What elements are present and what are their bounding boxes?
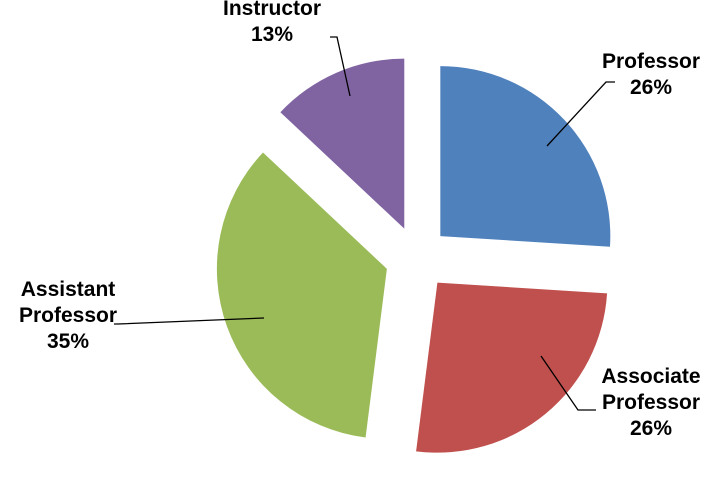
data-label-assistant-professor: Assistant Professor 35% — [19, 278, 117, 353]
leader-line-assistant-professor — [114, 317, 265, 325]
leader-line-associate-professor — [540, 355, 596, 411]
pie-slice-instructor — [280, 58, 405, 229]
data-labels: Professor 26% Associate Professor 26% Assista… — [19, 0, 701, 440]
pie-slice-assistant-professor — [216, 152, 387, 438]
leader-line-instructor — [330, 36, 351, 97]
data-label-instructor: Instructor 13% — [223, 0, 321, 46]
data-label-professor: Professor 26% — [602, 50, 700, 99]
pie-slice-professor — [440, 66, 611, 247]
leader-lines — [114, 36, 615, 411]
leader-line-professor — [546, 81, 615, 147]
pie-slices — [216, 58, 611, 453]
pie-slice-associate-professor — [416, 282, 608, 453]
data-label-associate-professor: Associate Professor 26% — [601, 365, 700, 440]
